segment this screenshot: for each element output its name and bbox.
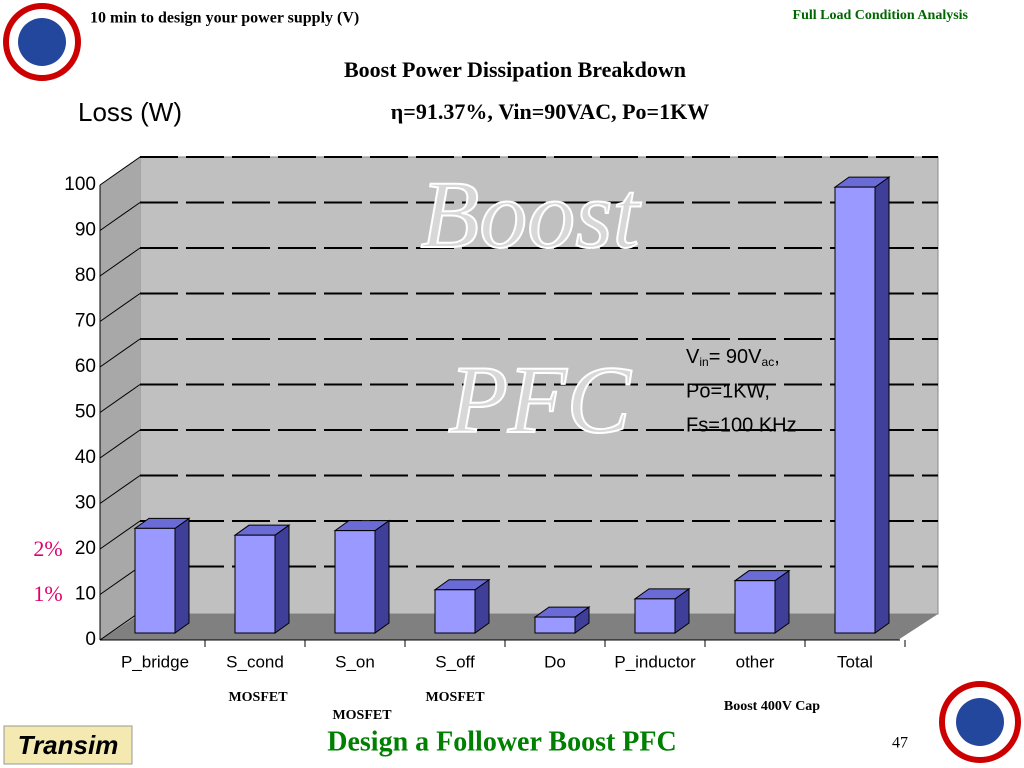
header-left: 10 min to design your power supply (V) xyxy=(90,10,359,27)
annotation: Vin= 90Vac, Po=1KW, Fs=100 KHz xyxy=(686,346,797,436)
y-tick xyxy=(99,293,141,322)
y-tick-label: 90 xyxy=(75,220,96,241)
y-tick xyxy=(99,247,141,277)
annotation-part: = 90V xyxy=(709,346,762,368)
y-tick-label: 80 xyxy=(75,265,96,286)
logo-top xyxy=(3,3,81,81)
bar-side xyxy=(274,524,290,634)
bar-side xyxy=(874,176,890,634)
logo-core xyxy=(18,18,66,66)
logo-core xyxy=(956,698,1004,746)
logo-bottom xyxy=(3,725,133,765)
bar xyxy=(234,534,276,634)
x-tick-label: other xyxy=(736,652,775,671)
x-tick-label: P_bridge xyxy=(121,652,189,671)
sublabels: MOSFET MOSFET MOSFET Boost 400V Cap xyxy=(228,690,820,723)
side-label: 1% xyxy=(33,581,62,606)
y-tick xyxy=(99,566,141,595)
watermark: Boost PFC xyxy=(420,160,643,454)
x-tick-label: P_inductor xyxy=(614,652,696,671)
annotation-text: Fs=100 KHz xyxy=(686,414,797,436)
footer-title: Design a Follower Boost PFC xyxy=(327,726,676,757)
y-tick xyxy=(99,611,141,641)
sublabel: Boost 400V Cap xyxy=(724,699,820,714)
header-right: Full Load Condition Analysis xyxy=(793,8,969,23)
annotation-sub: ac xyxy=(762,355,775,369)
plot: 0 10 20 30 40 50 60 70 80 90 100 P_bridge S_cond S_on… xyxy=(64,156,938,671)
y-axis-label: Loss (W) xyxy=(78,97,182,127)
x-tick-label: Total xyxy=(837,652,873,671)
y-tick-label: 0 xyxy=(85,629,96,650)
bar xyxy=(834,186,876,634)
y-tick xyxy=(99,520,141,550)
annotation-part: V xyxy=(686,346,700,368)
bar xyxy=(634,598,676,634)
y-tick-label: 30 xyxy=(75,493,96,514)
watermark-line: Boost xyxy=(421,161,642,268)
y-tick xyxy=(99,338,141,368)
bar-side xyxy=(174,517,190,634)
sublabel: MOSFET xyxy=(425,690,485,705)
logo-bottom-right xyxy=(939,681,1021,763)
y-tick-label: 10 xyxy=(75,584,96,605)
annotation-text: Po=1KW, xyxy=(686,380,770,402)
bar xyxy=(134,527,176,634)
bar xyxy=(434,589,476,634)
annotation-text: Vin= 90Vac, xyxy=(686,346,780,369)
x-tick-label: S_on xyxy=(335,652,375,671)
floor xyxy=(100,614,938,640)
bar xyxy=(334,530,376,634)
chart-subtitle: η=91.37%, Vin=90VAC, Po=1KW xyxy=(391,99,709,124)
bar-side xyxy=(374,519,390,634)
y-tick-label: 70 xyxy=(75,311,96,332)
side-label: 2% xyxy=(33,536,62,561)
y-tick xyxy=(99,156,141,186)
sublabel: MOSFET xyxy=(228,690,288,705)
sublabel: MOSFET xyxy=(332,708,392,723)
watermark-line: PFC xyxy=(448,346,631,453)
y-tick xyxy=(99,202,141,231)
y-tick-label: 20 xyxy=(75,538,96,559)
chart-title: Boost Power Dissipation Breakdown xyxy=(344,57,686,82)
x-tick-label: S_off xyxy=(435,652,475,671)
annotation-sub: in xyxy=(699,355,708,369)
annotation-part: , xyxy=(774,346,780,368)
y-tick xyxy=(99,384,141,413)
logo-text: Transim xyxy=(18,730,119,760)
y-tick-label: 50 xyxy=(75,402,96,423)
x-tick-label: Do xyxy=(544,652,566,671)
y-tick-label: 40 xyxy=(75,447,96,468)
y-tick-label: 100 xyxy=(64,174,96,195)
page-number: 47 xyxy=(892,735,908,752)
y-tick-label: 60 xyxy=(75,356,96,377)
y-tick xyxy=(99,429,141,459)
y-tick xyxy=(99,475,141,504)
bar-side xyxy=(774,569,790,634)
bar xyxy=(534,616,576,634)
x-tick-label: S_cond xyxy=(226,652,284,671)
bar xyxy=(734,580,776,634)
